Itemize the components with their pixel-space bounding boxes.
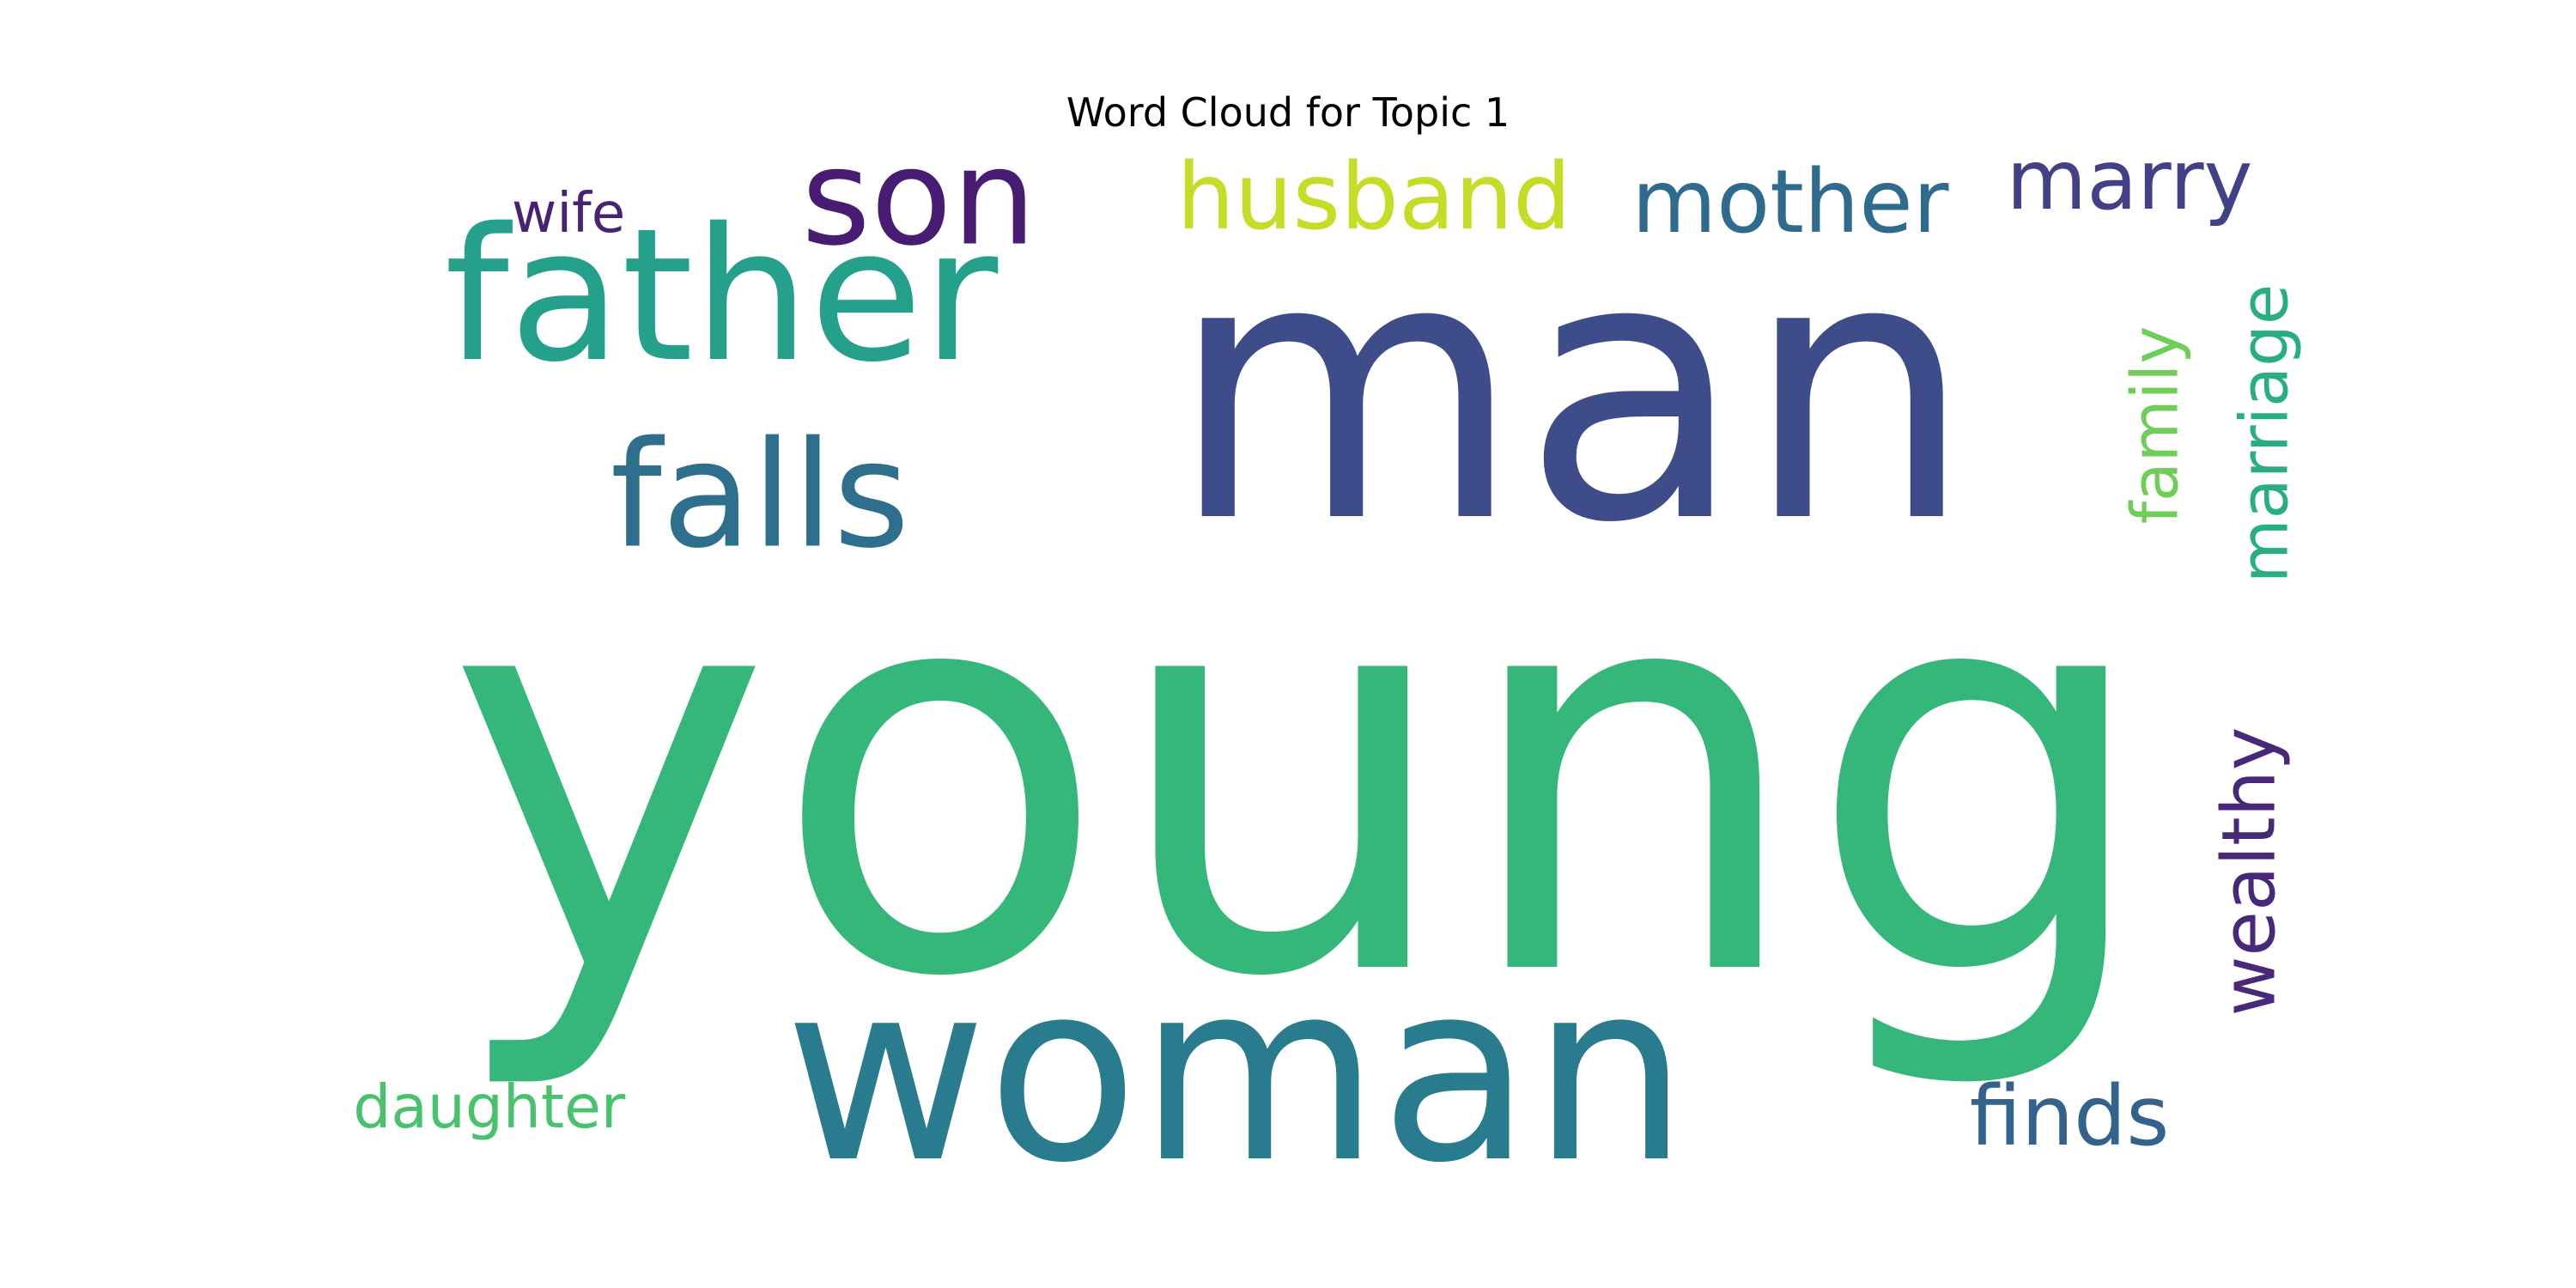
word-marry: marry: [2007, 132, 2253, 228]
word-wealthy: wealthy: [2208, 727, 2293, 1017]
word-family: family: [2118, 326, 2193, 525]
word-falls: falls: [611, 410, 910, 581]
word-young: young: [447, 457, 2156, 1097]
word-finds: finds: [1970, 1068, 2170, 1164]
word-woman: woman: [784, 929, 1688, 1218]
chart-title: Word Cloud for Topic 1: [1066, 89, 1510, 136]
word-mother: mother: [1631, 151, 1949, 252]
word-father: father: [445, 190, 999, 403]
word-man: man: [1169, 179, 1973, 602]
word-son: son: [801, 120, 1036, 276]
word-husband: husband: [1176, 144, 1571, 251]
word-wife: wife: [512, 182, 625, 246]
word-daughter: daughter: [353, 1073, 625, 1142]
word-marriage: marriage: [2227, 284, 2304, 584]
